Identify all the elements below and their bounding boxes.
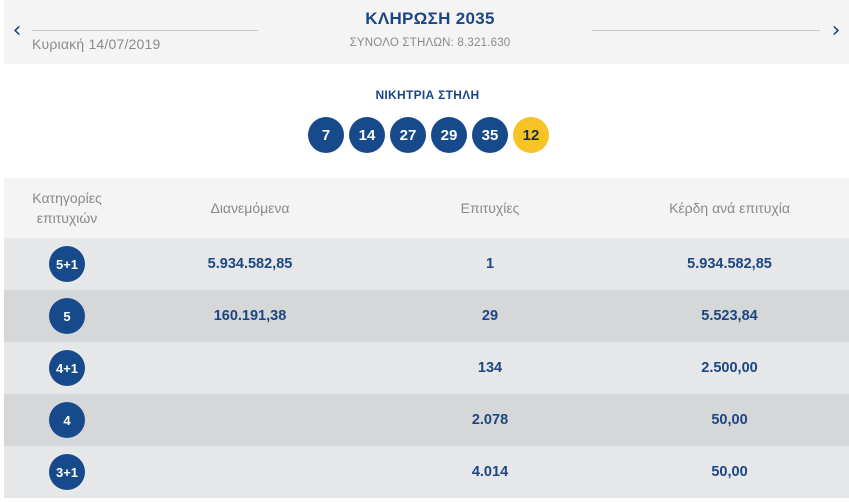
divider-right [592, 30, 820, 31]
table-row: 4 2.078 50,00 [4, 394, 849, 446]
winning-numbers: 7 14 27 29 35 12 [308, 117, 549, 153]
table-row: 3+1 4.014 50,00 [4, 446, 849, 498]
next-draw-chevron-right-icon[interactable]: › [831, 18, 841, 43]
winning-column-label: ΝΙΚΗΤΡΙΑ ΣΤΗΛΗ [375, 88, 480, 102]
winning-number-ball: 35 [472, 117, 508, 153]
header-category: Κατηγορίες επιτυχιών [4, 188, 130, 228]
winners-count: 1 [485, 256, 495, 272]
header-distributed: Διανεμόμενα [210, 200, 290, 216]
winning-number-ball: 14 [349, 117, 385, 153]
prize-table: Κατηγορίες επιτυχιών Διανεμόμενα Επιτυχί… [4, 178, 849, 498]
draw-header: ‹ Κυριακή 14/07/2019 ΚΛΗΡΩΣΗ 2035 ΣΥΝΟΛΟ… [4, 0, 849, 64]
prize-per-winner: 5.934.582,85 [687, 256, 772, 272]
joker-number-ball: 12 [513, 117, 549, 153]
draw-date: Κυριακή 14/07/2019 [32, 36, 161, 52]
draw-title: ΚΛΗΡΩΣΗ 2035 [365, 9, 495, 28]
previous-draw-chevron-left-icon[interactable]: ‹ [12, 18, 22, 43]
prize-per-winner: 50,00 [711, 464, 748, 480]
distributed-amount: 160.191,38 [213, 308, 287, 324]
table-row: 5+1 5.934.582,85 1 5.934.582,85 [4, 238, 849, 290]
distributed-amount: 5.934.582,85 [207, 256, 293, 272]
winners-count: 2.078 [471, 412, 509, 428]
category-badge: 4 [49, 402, 85, 438]
winning-number-ball: 27 [390, 117, 426, 153]
category-badge: 5+1 [49, 246, 85, 282]
table-row: 5 160.191,38 29 5.523,84 [4, 290, 849, 342]
prize-per-winner: 2.500,00 [701, 360, 758, 376]
prize-per-winner: 5.523,84 [701, 308, 758, 324]
winners-count: 134 [477, 360, 503, 376]
header-category-line2: επιτυχιών [36, 210, 98, 226]
winning-number-ball: 29 [431, 117, 467, 153]
winning-number-ball: 7 [308, 117, 344, 153]
header-prize: Κέρδη ανά επιτυχία [669, 200, 790, 216]
header-category-line1: Κατηγορίες [32, 190, 102, 206]
header-winners: Επιτυχίες [460, 200, 520, 216]
winners-count: 4.014 [471, 464, 509, 480]
table-header: Κατηγορίες επιτυχιών Διανεμόμενα Επιτυχί… [4, 178, 849, 238]
category-badge: 4+1 [49, 350, 85, 386]
winners-count: 29 [481, 308, 499, 324]
category-badge: 3+1 [49, 454, 85, 490]
category-badge: 5 [49, 298, 85, 334]
divider-left [32, 30, 258, 31]
total-columns: ΣΥΝΟΛΟ ΣΤΗΛΩΝ: 8.321.630 [349, 37, 511, 49]
table-row: 4+1 134 2.500,00 [4, 342, 849, 394]
prize-per-winner: 50,00 [711, 412, 748, 428]
